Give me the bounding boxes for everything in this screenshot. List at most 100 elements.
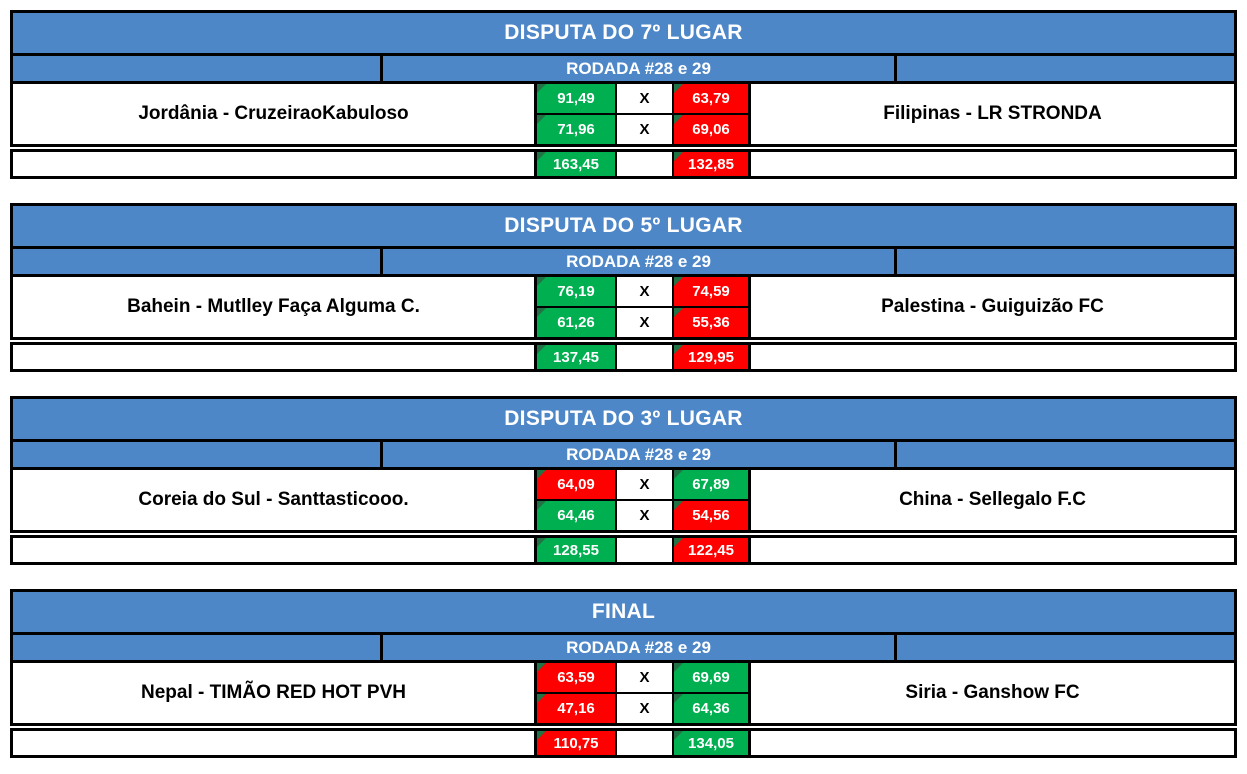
score-row-1: 91,49 X 63,79 [537, 84, 748, 113]
totals-row: 137,45 129,95 [10, 342, 1237, 372]
totals-spacer-right [748, 538, 1234, 562]
home-score-round1: 76,19 [537, 277, 615, 306]
away-total-score: 129,95 [674, 345, 748, 369]
round-header-spacer-left [13, 56, 383, 81]
away-team-name: China - Sellegalo F.C [748, 470, 1234, 530]
away-total-score: 122,45 [674, 538, 748, 562]
away-score-round1: 67,89 [674, 470, 748, 499]
bracket-7th-place: DISPUTA DO 7º LUGAR RODADA #28 e 29 Jord… [10, 10, 1237, 179]
score-column: 91,49 X 63,79 71,96 X 69,06 [537, 84, 748, 144]
home-score-round2: 61,26 [537, 308, 615, 337]
home-score-round2: 71,96 [537, 115, 615, 144]
round-header-spacer-left [13, 442, 383, 467]
corner-indicator-icon [537, 84, 546, 93]
home-total-score: 163,45 [537, 152, 615, 176]
totals-row: 110,75 134,05 [10, 728, 1237, 758]
corner-indicator-icon [537, 152, 546, 161]
score-column: 76,19 X 74,59 61,26 X 55,36 [537, 277, 748, 337]
match-block: Nepal - TIMÃO RED HOT PVH 63,59 X 69,69 … [10, 660, 1237, 726]
round-header-spacer-right [894, 635, 1234, 660]
bracket-3rd-place: DISPUTA DO 3º LUGAR RODADA #28 e 29 Core… [10, 396, 1237, 565]
home-score-round2: 64,46 [537, 501, 615, 530]
round-header-spacer-right [894, 56, 1234, 81]
round-label: RODADA #28 e 29 [566, 58, 711, 78]
score-row-2: 61,26 X 55,36 [537, 306, 748, 337]
corner-indicator-icon [674, 663, 683, 672]
corner-indicator-icon [537, 277, 546, 286]
corner-indicator-icon [674, 115, 683, 124]
away-score-round2: 64,36 [674, 694, 748, 723]
home-score-round1: 64,09 [537, 470, 615, 499]
corner-indicator-icon [674, 84, 683, 93]
corner-indicator-icon [674, 152, 683, 161]
away-score-round2: 55,36 [674, 308, 748, 337]
away-team-name: Filipinas - LR STRONDA [748, 84, 1234, 144]
home-team-name: Coreia do Sul - Santtasticooo. [13, 470, 537, 530]
home-total-score: 110,75 [537, 731, 615, 755]
bracket-title: FINAL [10, 589, 1237, 635]
round-header-row: RODADA #28 e 29 [10, 246, 1237, 277]
score-row-2: 71,96 X 69,06 [537, 113, 748, 144]
score-row-1: 76,19 X 74,59 [537, 277, 748, 306]
corner-indicator-icon [537, 345, 546, 354]
away-score-round1: 69,69 [674, 663, 748, 692]
match-block: Coreia do Sul - Santtasticooo. 64,09 X 6… [10, 467, 1237, 533]
totals-spacer-right [748, 345, 1234, 369]
corner-indicator-icon [537, 538, 546, 547]
totals-row: 128,55 122,45 [10, 535, 1237, 565]
totals-spacer-left [13, 345, 537, 369]
corner-indicator-icon [537, 663, 546, 672]
vs-label: X [615, 694, 674, 723]
away-score-round2: 69,06 [674, 115, 748, 144]
vs-label: X [615, 470, 674, 499]
totals-vs-spacer [615, 152, 674, 176]
bracket-final: FINAL RODADA #28 e 29 Nepal - TIMÃO RED … [10, 589, 1237, 758]
round-header-spacer-left [13, 635, 383, 660]
round-header-spacer-right [894, 249, 1234, 274]
totals-scores: 128,55 122,45 [537, 538, 748, 562]
away-score-round1: 74,59 [674, 277, 748, 306]
vs-label: X [615, 277, 674, 306]
home-team-name: Nepal - TIMÃO RED HOT PVH [13, 663, 537, 723]
round-header-row: RODADA #28 e 29 [10, 53, 1237, 84]
totals-row: 163,45 132,85 [10, 149, 1237, 179]
vs-label: X [615, 308, 674, 337]
home-total-score: 128,55 [537, 538, 615, 562]
home-score-round2: 47,16 [537, 694, 615, 723]
totals-scores: 163,45 132,85 [537, 152, 748, 176]
bracket-title: DISPUTA DO 5º LUGAR [10, 203, 1237, 249]
corner-indicator-icon [674, 538, 683, 547]
bracket-5th-place: DISPUTA DO 5º LUGAR RODADA #28 e 29 Bahe… [10, 203, 1237, 372]
away-team-name: Palestina - Guiguizão FC [748, 277, 1234, 337]
corner-indicator-icon [537, 308, 546, 317]
away-total-score: 134,05 [674, 731, 748, 755]
away-team-name: Siria - Ganshow FC [748, 663, 1234, 723]
home-score-round1: 91,49 [537, 84, 615, 113]
corner-indicator-icon [537, 731, 546, 740]
home-team-name: Bahein - Mutlley Faça Alguma C. [13, 277, 537, 337]
round-label: RODADA #28 e 29 [566, 637, 711, 657]
round-header-spacer-right [894, 442, 1234, 467]
totals-scores: 110,75 134,05 [537, 731, 748, 755]
totals-spacer-right [748, 731, 1234, 755]
bracket-title: DISPUTA DO 3º LUGAR [10, 396, 1237, 442]
home-team-name: Jordânia - CruzeiraoKabuloso [13, 84, 537, 144]
score-column: 64,09 X 67,89 64,46 X 54,56 [537, 470, 748, 530]
corner-indicator-icon [674, 308, 683, 317]
round-label: RODADA #28 e 29 [566, 251, 711, 271]
home-total-score: 137,45 [537, 345, 615, 369]
corner-indicator-icon [537, 470, 546, 479]
score-row-1: 63,59 X 69,69 [537, 663, 748, 692]
totals-vs-spacer [615, 538, 674, 562]
corner-indicator-icon [674, 470, 683, 479]
totals-spacer-right [748, 152, 1234, 176]
totals-vs-spacer [615, 345, 674, 369]
corner-indicator-icon [537, 694, 546, 703]
round-label: RODADA #28 e 29 [566, 444, 711, 464]
corner-indicator-icon [674, 731, 683, 740]
vs-label: X [615, 501, 674, 530]
totals-spacer-left [13, 152, 537, 176]
round-header-row: RODADA #28 e 29 [10, 632, 1237, 663]
away-score-round1: 63,79 [674, 84, 748, 113]
vs-label: X [615, 115, 674, 144]
